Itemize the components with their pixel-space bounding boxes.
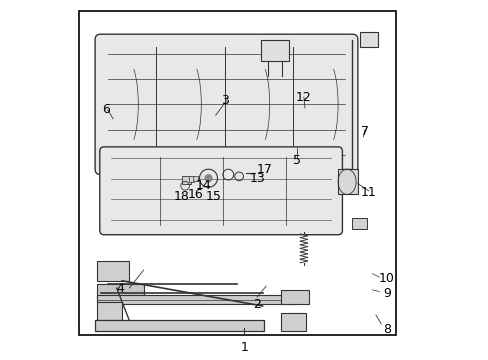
Bar [193,176,197,181]
Ellipse shape [204,175,212,182]
Bar [260,40,289,61]
Text: 10: 10 [378,273,394,285]
Bar [188,176,194,182]
Bar [97,295,294,304]
Text: 11: 11 [360,186,376,199]
Text: 9: 9 [382,287,390,300]
Bar [280,313,305,331]
Text: 16: 16 [188,188,203,201]
FancyBboxPatch shape [100,147,342,235]
Bar [352,218,366,229]
Bar [181,176,190,184]
Text: 18: 18 [173,190,189,203]
Bar [97,261,129,281]
Text: 4: 4 [116,282,124,294]
Bar [97,302,122,320]
Bar [95,320,264,331]
Text: 13: 13 [249,172,264,185]
Text: 7: 7 [360,125,368,138]
Bar [79,11,395,335]
Text: 1: 1 [240,341,248,354]
FancyBboxPatch shape [95,34,357,175]
Text: 12: 12 [295,91,311,104]
Text: 3: 3 [220,94,228,107]
Text: 17: 17 [256,163,272,176]
Text: 5: 5 [292,154,300,167]
Text: 6: 6 [102,103,110,116]
Text: 2: 2 [253,298,261,311]
Bar [337,169,357,194]
Bar [97,284,143,299]
Bar [280,290,309,304]
Text: 8: 8 [382,323,390,336]
Bar [359,32,377,47]
Text: 14: 14 [195,179,210,192]
Text: 15: 15 [205,190,222,203]
